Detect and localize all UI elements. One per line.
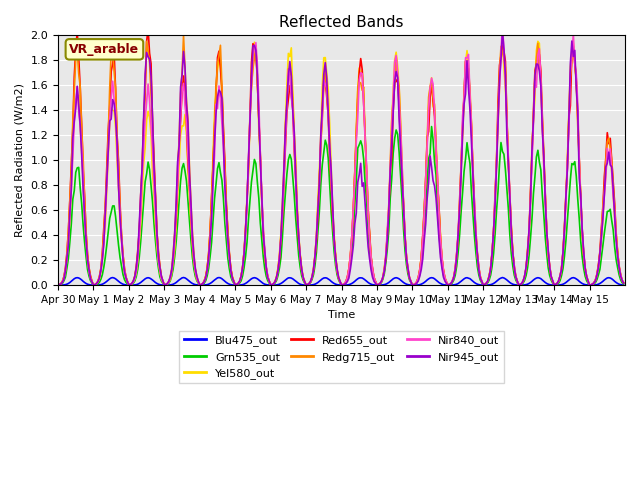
- Yel580_out: [618, 277, 626, 283]
- Grn535_out: [74, 165, 81, 171]
- Grn535_out: [345, 271, 353, 277]
- Red655_out: [144, 26, 152, 32]
- Red655_out: [618, 277, 626, 283]
- Yel580_out: [54, 282, 62, 288]
- Line: Yel580_out: Yel580_out: [58, 41, 623, 285]
- Nir945_out: [620, 280, 627, 286]
- Y-axis label: Reflected Radiation (W/m2): Reflected Radiation (W/m2): [15, 83, 25, 237]
- Line: Redg715_out: Redg715_out: [58, 36, 623, 285]
- Blu475_out: [444, 282, 452, 288]
- Yel580_out: [345, 266, 353, 272]
- Nir945_out: [459, 132, 467, 137]
- Red655_out: [91, 282, 99, 288]
- X-axis label: Time: Time: [328, 311, 355, 321]
- Nir840_out: [618, 277, 626, 283]
- Nir840_out: [345, 267, 353, 273]
- Redg715_out: [620, 280, 627, 286]
- Nir840_out: [620, 280, 627, 286]
- Nir840_out: [586, 282, 593, 288]
- Blu475_out: [460, 276, 468, 282]
- Redg715_out: [459, 128, 467, 133]
- Redg715_out: [74, 48, 81, 54]
- Blu475_out: [618, 282, 626, 288]
- Nir840_out: [91, 282, 99, 288]
- Yel580_out: [620, 280, 627, 286]
- Redg715_out: [91, 282, 99, 288]
- Nir840_out: [499, 20, 506, 26]
- Blu475_out: [91, 282, 99, 288]
- Nir945_out: [338, 282, 346, 288]
- Blu475_out: [180, 275, 188, 280]
- Redg715_out: [618, 277, 626, 283]
- Red655_out: [54, 282, 62, 288]
- Line: Blu475_out: Blu475_out: [58, 277, 623, 285]
- Legend: Blu475_out, Grn535_out, Yel580_out, Red655_out, Redg715_out, Nir840_out, Nir945_: Blu475_out, Grn535_out, Yel580_out, Red6…: [179, 331, 504, 384]
- Blu475_out: [346, 281, 354, 287]
- Text: VR_arable: VR_arable: [69, 43, 140, 56]
- Nir840_out: [543, 228, 550, 234]
- Grn535_out: [54, 282, 62, 288]
- Blu475_out: [54, 282, 62, 288]
- Nir945_out: [54, 282, 62, 288]
- Red655_out: [586, 282, 593, 288]
- Blu475_out: [620, 282, 627, 288]
- Grn535_out: [620, 281, 627, 287]
- Grn535_out: [91, 282, 99, 288]
- Title: Reflected Bands: Reflected Bands: [279, 15, 404, 30]
- Nir945_out: [545, 248, 552, 253]
- Yel580_out: [586, 282, 593, 288]
- Yel580_out: [91, 282, 99, 288]
- Line: Nir945_out: Nir945_out: [58, 31, 623, 285]
- Red655_out: [459, 122, 467, 128]
- Nir945_out: [499, 28, 506, 34]
- Nir945_out: [91, 282, 99, 288]
- Yel580_out: [457, 169, 465, 175]
- Nir945_out: [346, 266, 354, 272]
- Redg715_out: [346, 254, 354, 260]
- Nir840_out: [74, 84, 81, 90]
- Line: Nir840_out: Nir840_out: [58, 23, 623, 285]
- Yel580_out: [543, 231, 550, 237]
- Line: Grn535_out: Grn535_out: [58, 127, 623, 285]
- Nir945_out: [618, 277, 626, 283]
- Red655_out: [543, 229, 550, 235]
- Red655_out: [346, 253, 354, 259]
- Blu475_out: [545, 281, 552, 287]
- Redg715_out: [54, 282, 62, 288]
- Redg715_out: [180, 33, 188, 38]
- Grn535_out: [459, 190, 467, 195]
- Grn535_out: [543, 251, 550, 257]
- Nir840_out: [457, 165, 465, 170]
- Nir945_out: [74, 84, 81, 89]
- Blu475_out: [74, 275, 81, 281]
- Line: Red655_out: Red655_out: [58, 29, 623, 285]
- Nir840_out: [54, 282, 62, 288]
- Grn535_out: [618, 280, 626, 286]
- Red655_out: [74, 29, 81, 35]
- Red655_out: [620, 280, 627, 286]
- Redg715_out: [586, 282, 593, 288]
- Redg715_out: [543, 227, 550, 232]
- Yel580_out: [534, 38, 541, 44]
- Yel580_out: [74, 97, 81, 103]
- Grn535_out: [428, 124, 435, 130]
- Grn535_out: [586, 282, 593, 288]
